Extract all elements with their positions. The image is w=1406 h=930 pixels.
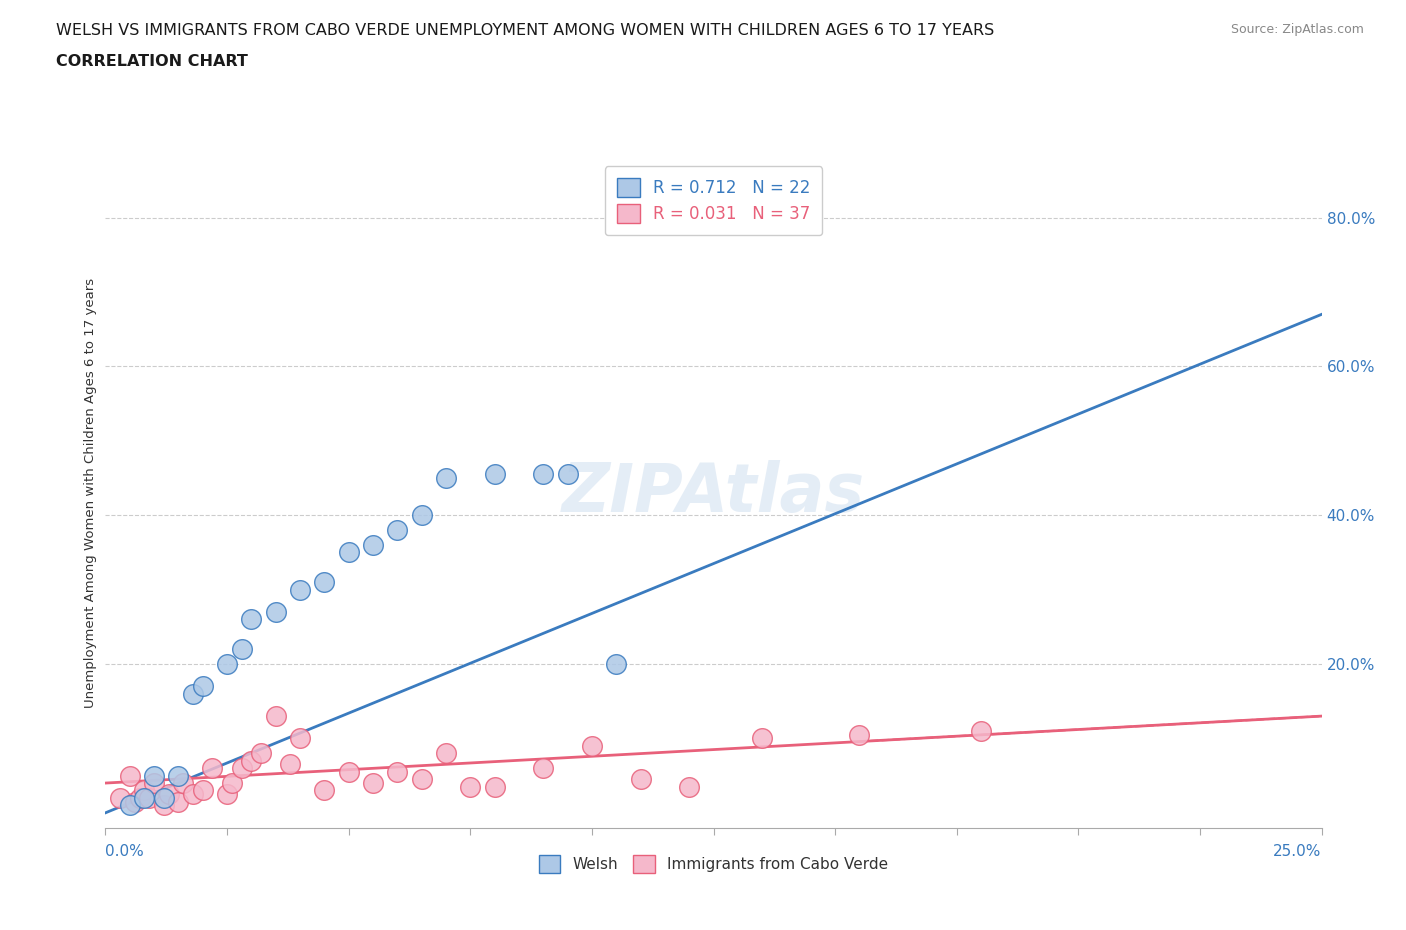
- Point: [231, 642, 253, 657]
- Point: [387, 764, 409, 779]
- Point: [221, 776, 243, 790]
- Point: [118, 798, 141, 813]
- Point: [128, 790, 150, 805]
- Point: [124, 794, 146, 809]
- Point: [153, 798, 176, 813]
- Point: [167, 768, 190, 783]
- Point: [288, 582, 311, 597]
- Point: [337, 545, 360, 560]
- Point: [605, 657, 627, 671]
- Point: [337, 764, 360, 779]
- Point: [434, 746, 457, 761]
- Point: [250, 746, 273, 761]
- Point: [557, 467, 579, 482]
- Point: [118, 768, 141, 783]
- Point: [108, 790, 131, 805]
- Point: [172, 776, 194, 790]
- Point: [278, 757, 301, 772]
- Text: 0.0%: 0.0%: [105, 844, 145, 858]
- Point: [181, 686, 204, 701]
- Point: [191, 679, 214, 694]
- Point: [751, 731, 773, 746]
- Point: [167, 794, 190, 809]
- Point: [138, 790, 160, 805]
- Text: CORRELATION CHART: CORRELATION CHART: [56, 54, 247, 69]
- Point: [217, 787, 239, 802]
- Point: [134, 783, 156, 798]
- Point: [143, 768, 166, 783]
- Point: [581, 738, 603, 753]
- Point: [134, 790, 156, 805]
- Point: [181, 787, 204, 802]
- Point: [531, 761, 554, 776]
- Point: [387, 523, 409, 538]
- Point: [153, 790, 176, 805]
- Point: [240, 612, 263, 627]
- Point: [240, 753, 263, 768]
- Point: [848, 727, 870, 742]
- Point: [201, 761, 224, 776]
- Point: [191, 783, 214, 798]
- Legend: Welsh, Immigrants from Cabo Verde: Welsh, Immigrants from Cabo Verde: [529, 844, 898, 884]
- Point: [458, 779, 481, 794]
- Point: [314, 575, 336, 590]
- Point: [531, 467, 554, 482]
- Point: [411, 772, 433, 787]
- Point: [231, 761, 253, 776]
- Point: [484, 467, 506, 482]
- Point: [970, 724, 993, 738]
- Point: [314, 783, 336, 798]
- Point: [217, 657, 239, 671]
- Text: Source: ZipAtlas.com: Source: ZipAtlas.com: [1230, 23, 1364, 36]
- Y-axis label: Unemployment Among Women with Children Ages 6 to 17 years: Unemployment Among Women with Children A…: [84, 278, 97, 708]
- Point: [484, 779, 506, 794]
- Point: [361, 538, 384, 552]
- Point: [288, 731, 311, 746]
- Text: 25.0%: 25.0%: [1274, 844, 1322, 858]
- Point: [411, 508, 433, 523]
- Point: [264, 709, 287, 724]
- Point: [434, 471, 457, 485]
- Point: [143, 776, 166, 790]
- Point: [630, 772, 652, 787]
- Text: WELSH VS IMMIGRANTS FROM CABO VERDE UNEMPLOYMENT AMONG WOMEN WITH CHILDREN AGES : WELSH VS IMMIGRANTS FROM CABO VERDE UNEM…: [56, 23, 994, 38]
- Point: [264, 604, 287, 619]
- Point: [157, 787, 180, 802]
- Point: [361, 776, 384, 790]
- Text: ZIPAtlas: ZIPAtlas: [562, 460, 865, 525]
- Point: [678, 779, 700, 794]
